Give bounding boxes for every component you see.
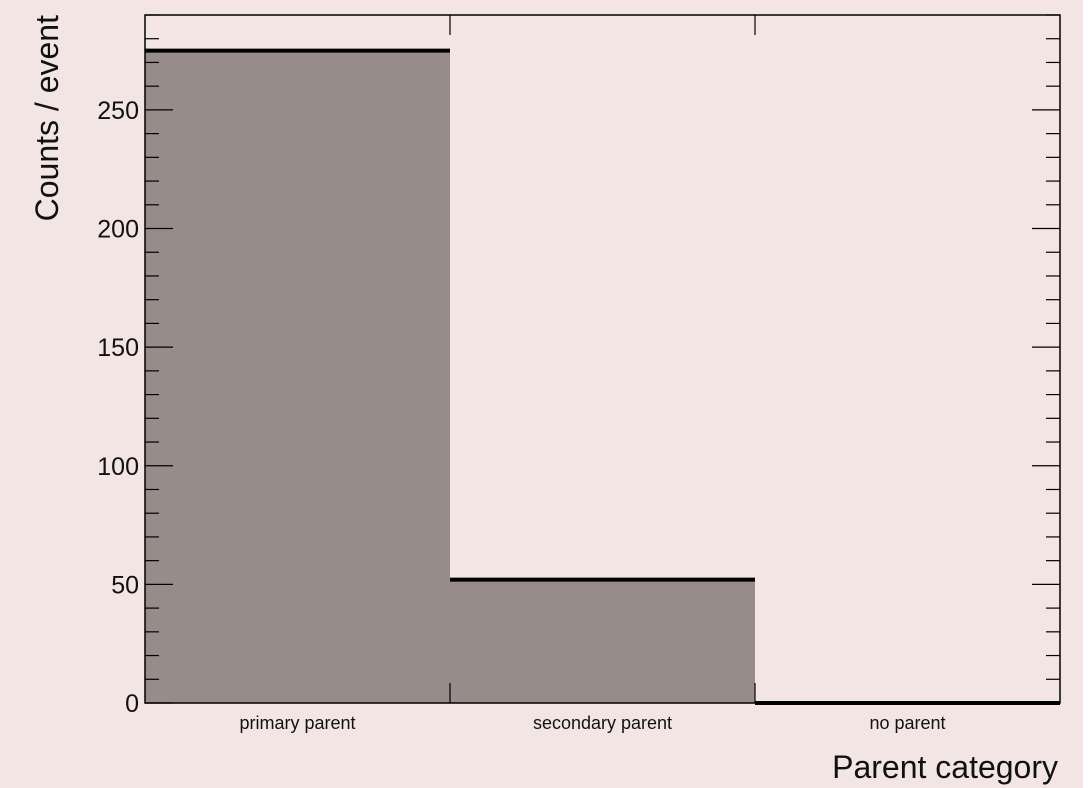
x-axis-title: Parent category [832,749,1058,785]
y-axis-tick-labels: 0 50 100 150 200 250 [97,97,139,718]
y-tick-label: 150 [97,334,139,362]
x-category-label: primary parent [239,713,355,733]
y-tick-label: 100 [97,453,139,481]
x-category-label: no parent [869,713,945,733]
y-tick-label: 250 [97,97,139,125]
y-tick-label: 0 [125,690,139,718]
y-axis-ticks [145,14,1060,704]
x-axis-tick-labels: primary parent secondary parent no parent [239,713,945,733]
bar-secondary-parent [450,579,755,703]
y-axis-title: Counts / event [29,15,65,221]
bar-primary-parent [145,50,450,704]
bars-group [145,50,755,704]
y-tick-label: 50 [111,571,139,599]
x-category-label: secondary parent [533,713,672,733]
y-tick-label: 200 [97,216,139,244]
x-axis-ticks [449,15,756,703]
plot-frame [144,14,1061,704]
